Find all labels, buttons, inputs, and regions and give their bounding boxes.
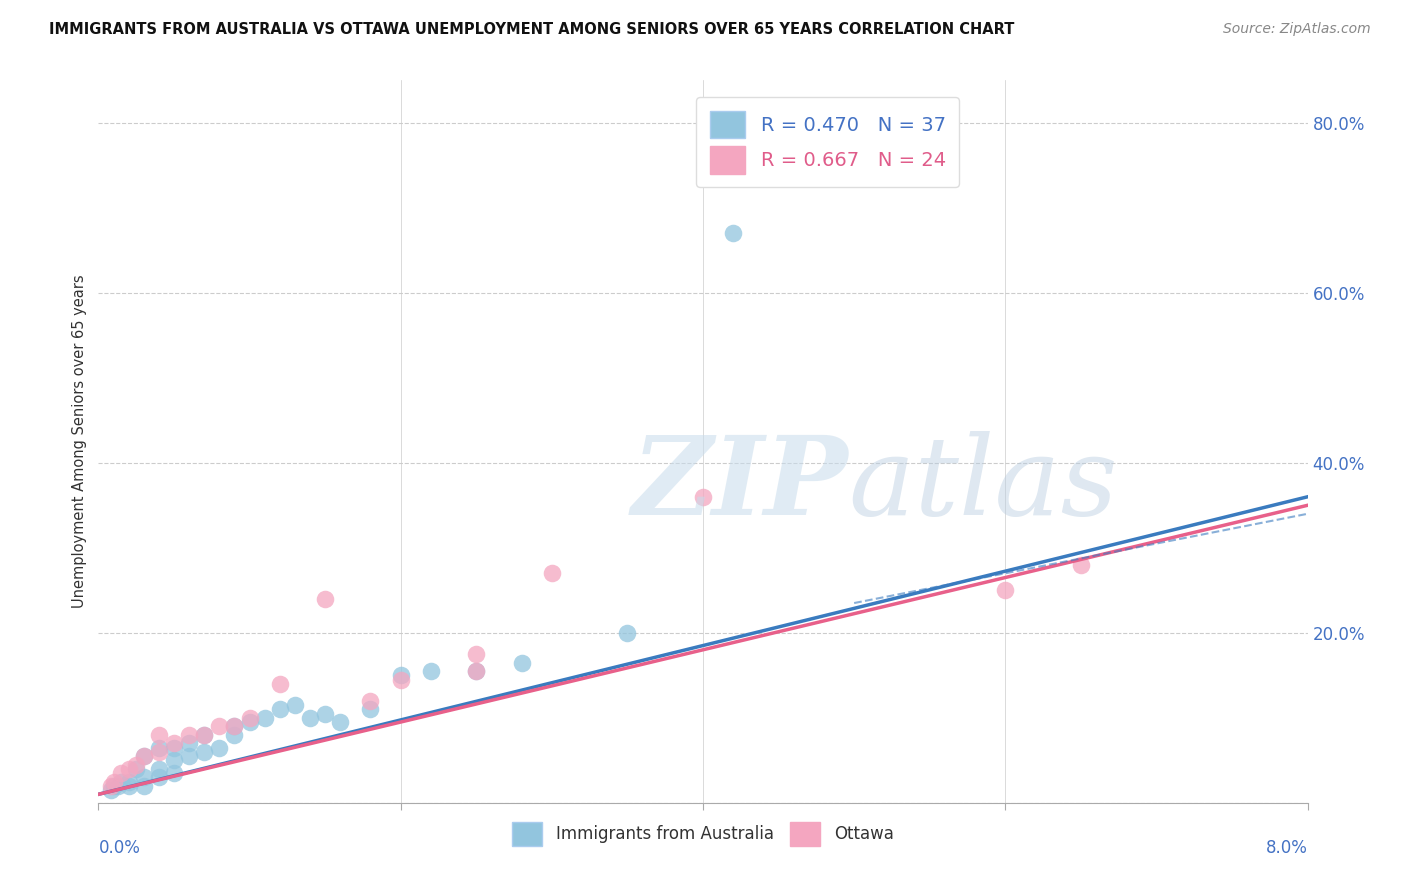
Point (125, 762, 148, 776)
Point (239, 711, 262, 725)
Point (163, 740, 186, 755)
Point (329, 714, 352, 729)
Point (163, 766, 186, 780)
Point (132, 749, 155, 764)
Point (118, 779, 141, 793)
Point (420, 664, 443, 678)
Point (132, 770, 155, 784)
Point (100, 783, 122, 797)
Point (163, 736, 186, 750)
Point (110, 766, 132, 780)
Point (723, 227, 745, 241)
Point (465, 647, 488, 661)
Point (118, 774, 141, 789)
Point (148, 728, 170, 742)
Point (148, 745, 170, 759)
Y-axis label: Unemployment Among Seniors over 65 years: Unemployment Among Seniors over 65 years (72, 275, 87, 608)
Point (103, 779, 125, 793)
Point (100, 779, 122, 793)
Point (360, 694, 382, 708)
Point (132, 779, 155, 793)
Point (148, 770, 170, 784)
Point (224, 719, 246, 733)
Point (103, 774, 125, 789)
Text: IMMIGRANTS FROM AUSTRALIA VS OTTAWA UNEMPLOYMENT AMONG SENIORS OVER 65 YEARS COR: IMMIGRANTS FROM AUSTRALIA VS OTTAWA UNEM… (49, 22, 1015, 37)
Point (269, 702, 291, 716)
Point (389, 668, 412, 682)
Point (253, 711, 276, 725)
Point (193, 728, 215, 742)
Point (540, 566, 562, 581)
Point (510, 656, 533, 670)
Point (148, 762, 170, 776)
Legend: Immigrants from Australia, Ottawa: Immigrants from Australia, Ottawa (506, 815, 900, 852)
Point (118, 762, 141, 776)
Point (179, 749, 201, 764)
Point (148, 740, 170, 755)
Point (314, 591, 336, 606)
Point (208, 719, 231, 733)
Point (314, 706, 336, 721)
Point (465, 664, 488, 678)
Point (110, 774, 132, 789)
Point (284, 698, 307, 712)
Point (465, 664, 488, 678)
Point (208, 740, 231, 755)
Point (239, 714, 262, 729)
Point (125, 757, 148, 772)
Text: ZIP: ZIP (631, 431, 848, 539)
Text: 8.0%: 8.0% (1265, 838, 1308, 857)
Point (616, 625, 638, 640)
Point (132, 749, 155, 764)
Text: atlas: atlas (848, 431, 1118, 539)
Point (107, 779, 129, 793)
Text: 0.0%: 0.0% (98, 838, 141, 857)
Point (179, 736, 201, 750)
Point (193, 745, 215, 759)
Text: Source: ZipAtlas.com: Source: ZipAtlas.com (1223, 22, 1371, 37)
Point (360, 702, 382, 716)
Point (193, 728, 215, 742)
Point (389, 673, 412, 687)
Point (224, 719, 246, 733)
Point (1070, 558, 1092, 572)
Point (994, 583, 1017, 598)
Point (692, 490, 714, 504)
Point (163, 753, 186, 767)
Point (224, 728, 246, 742)
Point (269, 677, 291, 691)
Point (179, 728, 201, 742)
Point (299, 711, 322, 725)
